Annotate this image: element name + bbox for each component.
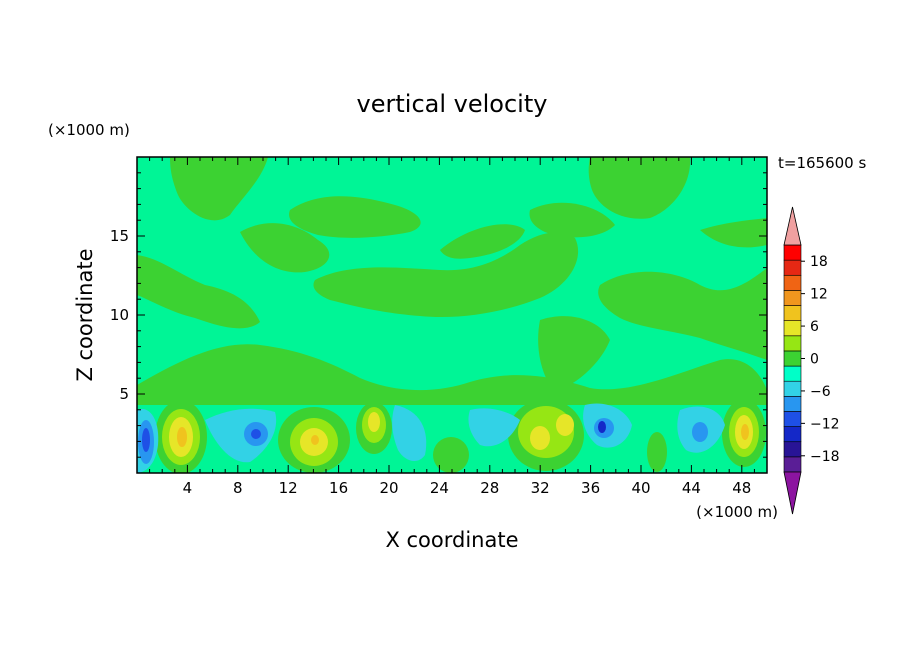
- y-tick-label: 10: [110, 306, 129, 324]
- contour-patch: [529, 202, 615, 238]
- colorbar-segment: [783, 411, 802, 427]
- colorbar-segment: [783, 396, 802, 412]
- x-tick-label: 4: [183, 479, 193, 497]
- contour-fills: [137, 157, 767, 473]
- colorbar-tick-label: 12: [810, 287, 828, 303]
- colorbar-tick-label: 18: [810, 254, 828, 270]
- updraft-core: [530, 426, 550, 450]
- y-unit-label: (×1000 m): [48, 121, 130, 139]
- updraft-core: [741, 424, 749, 440]
- contour-patch: [313, 232, 579, 318]
- x-tick-label: 12: [279, 479, 298, 497]
- downdraft-cell: [205, 408, 277, 463]
- downdraft-core: [692, 422, 708, 442]
- contour-patch: [137, 344, 767, 405]
- x-tick-label: 48: [732, 479, 751, 497]
- x-tick-label: 20: [379, 479, 398, 497]
- x-tick-label: 40: [631, 479, 650, 497]
- downdraft-core: [251, 429, 261, 439]
- x-tick-label: 36: [581, 479, 600, 497]
- y-axis-label: Z coordinate: [73, 248, 97, 381]
- x-tick-label: 44: [682, 479, 701, 497]
- downdraft-cell: [392, 405, 427, 462]
- colorbar-over-arrow: [783, 206, 802, 246]
- contour-patch: [170, 157, 268, 221]
- updraft-core: [556, 414, 574, 436]
- colorbar-segment: [783, 441, 802, 458]
- colorbar-segment: [783, 335, 802, 352]
- colorbar-segment: [783, 290, 802, 306]
- contour-patch: [240, 223, 330, 273]
- colorbar-segment: [783, 259, 802, 276]
- colorbar-tick-label: −6: [810, 384, 831, 400]
- downdraft-core: [142, 428, 150, 452]
- colorbar-segment: [783, 350, 802, 367]
- chart-title: vertical velocity: [357, 90, 548, 118]
- colorbar-segment: [783, 274, 802, 291]
- x-tick-label: 8: [233, 479, 243, 497]
- colorbar-segment: [783, 456, 802, 473]
- x-tick-label: 24: [430, 479, 449, 497]
- contour-patch: [538, 316, 610, 392]
- x-unit-label: (×1000 m): [696, 503, 778, 521]
- x-tick-label: 32: [531, 479, 550, 497]
- updraft-core: [311, 435, 319, 445]
- colorbar: −18 −12 −6 0 6 12 18: [783, 206, 840, 515]
- contour-patch: [700, 218, 767, 248]
- colorbar-tick-label: 6: [810, 319, 819, 335]
- colorbar-tick-label: −12: [810, 416, 840, 432]
- x-tick-label: 28: [480, 479, 499, 497]
- updraft-cell: [433, 437, 469, 473]
- downdraft-core: [598, 421, 606, 433]
- contour-patch: [598, 268, 767, 360]
- contour-patch: [289, 196, 421, 238]
- downdraft-cell: [468, 408, 520, 447]
- updraft-cell: [647, 432, 667, 472]
- x-axis-label: X coordinate: [385, 528, 518, 552]
- colorbar-segment: [783, 426, 802, 443]
- colorbar-segment: [783, 380, 802, 397]
- colorbar-segment: [783, 365, 802, 382]
- colorbar-segment: [783, 320, 802, 337]
- colorbar-tick-label: −18: [810, 449, 840, 465]
- colorbar-segment: [783, 305, 802, 321]
- y-tick-label: 15: [110, 227, 129, 245]
- updraft-core: [177, 427, 187, 447]
- contour-patch: [588, 157, 691, 219]
- contour-patch: [440, 224, 525, 259]
- time-label: t=165600 s: [778, 154, 866, 172]
- y-tick-label: 5: [119, 385, 129, 403]
- x-tick-label: 16: [329, 479, 348, 497]
- colorbar-under-arrow: [783, 471, 802, 515]
- colorbar-tick-label: 0: [810, 352, 819, 368]
- contour-patch: [137, 255, 260, 329]
- colorbar-segment: [783, 244, 802, 261]
- updraft-core: [368, 412, 380, 432]
